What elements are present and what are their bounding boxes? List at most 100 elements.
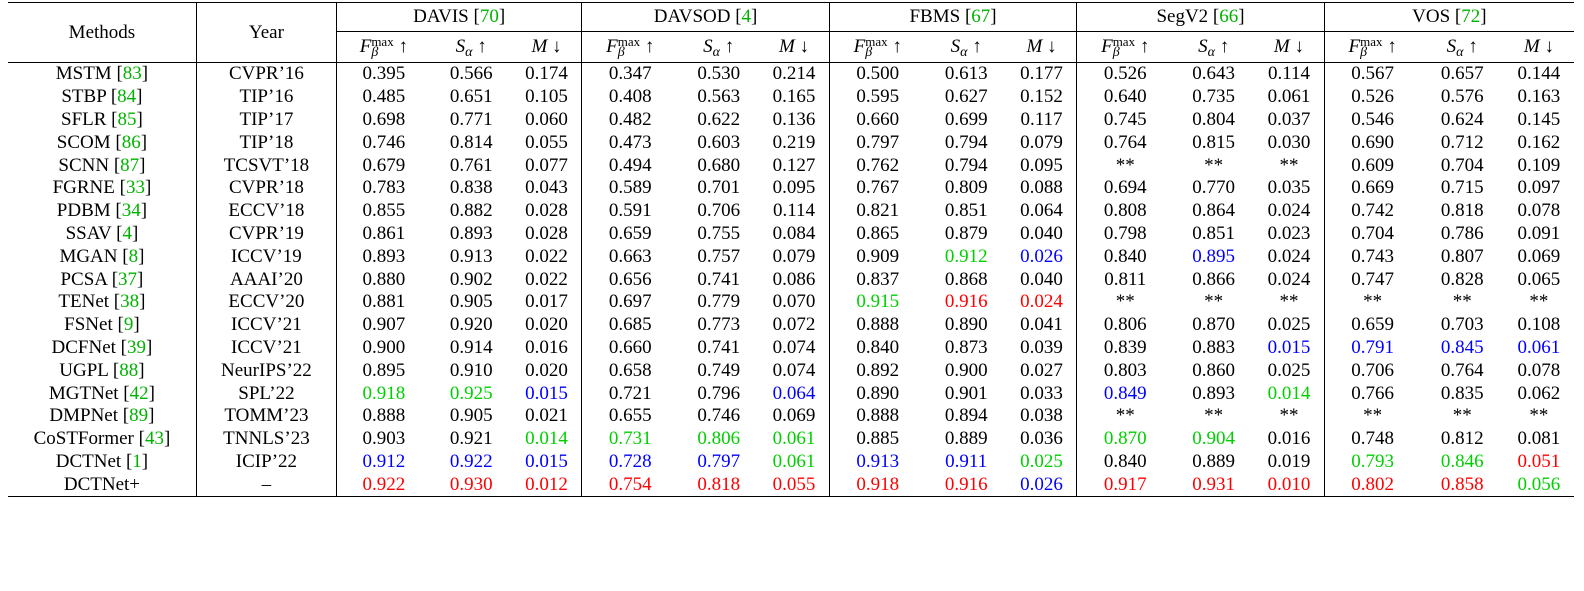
value-cell: 0.055 [759, 473, 830, 497]
value-cell: 0.041 [1006, 313, 1078, 337]
method-ref: 38 [120, 291, 140, 313]
value-cell: 0.023 [1254, 222, 1325, 246]
value-cell: 0.061 [759, 450, 830, 474]
value-cell: ** [1452, 405, 1472, 427]
year-cell: TIP’17 [196, 108, 338, 132]
dataset-name: FBMS [909, 6, 961, 27]
value-cell: 0.892 [856, 359, 900, 381]
value-cell: 0.563 [697, 86, 741, 108]
method-cell: MSTM [83] [8, 62, 197, 86]
value-cell: 0.640 [1103, 86, 1147, 108]
value-cell: 0.494 [608, 154, 652, 176]
value-cell: 0.546 [1351, 108, 1395, 130]
metric-subscript: β [865, 45, 873, 61]
value-cell: 0.043 [511, 176, 583, 200]
value-cell: 0.051 [1517, 450, 1561, 472]
value-cell: 0.015 [511, 450, 583, 474]
value-cell: 0.895 [1192, 245, 1236, 267]
method-name: SFLR [61, 108, 107, 130]
value-cell: 0.870 [1103, 428, 1147, 450]
value-cell: 0.914 [449, 336, 493, 358]
value-cell: 0.657 [1440, 63, 1484, 85]
value-cell: 0.794 [944, 131, 988, 153]
value-cell: 0.767 [856, 177, 900, 199]
metric-arrow: ↑ [967, 35, 982, 57]
method-ref: 8 [128, 245, 139, 267]
value-cell: ** [1254, 154, 1325, 177]
value-cell: ** [1115, 154, 1135, 176]
metric-arrow: ↑ [887, 35, 902, 57]
value-cell: 0.851 [1192, 222, 1236, 244]
value-cell: 0.163 [1517, 86, 1561, 108]
dataset-ref: 72 [1461, 6, 1481, 27]
value-cell: 0.660 [608, 336, 652, 358]
value-cell: 0.117 [1006, 108, 1078, 132]
metric-arrow: ↓ [794, 36, 810, 57]
value-cell: 0.764 [1103, 131, 1147, 153]
value-cell: 0.925 [449, 382, 493, 404]
table-row: DCTNet [1] ICIP’22 0.912 0.922 0.015 0.728 0.7… [8, 450, 1574, 474]
value-cell: 0.595 [856, 86, 900, 108]
value-cell: 0.840 [856, 336, 900, 358]
value-cell: 0.485 [362, 86, 406, 108]
table-row: SSAV [4] CVPR’19 0.861 0.893 0.028 0.659 0.755… [8, 222, 1574, 246]
value-cell: 0.794 [944, 154, 988, 176]
value-cell: 0.866 [1192, 268, 1236, 290]
method-name: TENet [58, 291, 110, 313]
year-cell: ICCV’21 [196, 336, 338, 360]
value-cell: 0.931 [1192, 473, 1236, 495]
value-cell: 0.837 [856, 268, 900, 290]
value-cell: 0.895 [362, 359, 406, 381]
value-cell: 0.014 [511, 427, 583, 451]
metric-main: M [1273, 36, 1290, 57]
value-cell: 0.793 [1351, 450, 1395, 472]
year-cell: SPL’22 [196, 382, 338, 405]
table-row: DMPNet [89] TOMM’23 0.888 0.905 0.021 0.655 0.… [8, 404, 1574, 428]
value-cell: 0.165 [759, 85, 830, 109]
table-row: STBP [84] TIP’16 0.485 0.651 0.105 0.408 0.563… [8, 85, 1574, 109]
table-row: SCOM [86] TIP’18 0.746 0.814 0.055 0.473 0.603… [8, 131, 1574, 155]
value-cell: 0.828 [1440, 268, 1484, 290]
value-cell: 0.078 [1517, 359, 1561, 381]
value-cell: 0.879 [944, 222, 988, 244]
value-cell: 0.797 [697, 450, 741, 472]
header-row-datasets: Methods Year DAVIS [70] DAVSOD [4] FBMS … [8, 2, 1574, 63]
year-cell: ICCV’19 [196, 245, 338, 269]
method-ref: 9 [123, 314, 134, 336]
results-table-container: Methods Year DAVIS [70] DAVSOD [4] FBMS … [8, 2, 1574, 497]
value-cell: 0.749 [697, 359, 741, 381]
table-row: MGTNet [42] SPL’22 0.918 0.925 0.015 0.721 0.7… [8, 382, 1574, 405]
dataset-name: DAVSOD [653, 6, 731, 27]
results-table: Methods Year DAVIS [70] DAVSOD [4] FBMS … [8, 2, 1574, 497]
value-cell: 0.136 [759, 108, 830, 132]
value-cell: 0.086 [759, 268, 830, 291]
method-ref: 37 [118, 268, 138, 290]
value-cell: 0.849 [1103, 382, 1147, 404]
table-row: UGPL [88] NeurIPS’22 0.895 0.910 0.020 0.658 0… [8, 359, 1574, 383]
value-cell: 0.012 [511, 473, 583, 497]
metric-main: F [1348, 35, 1361, 57]
value-cell: 0.214 [759, 62, 830, 86]
header-dataset-davsod: DAVSOD [4] [581, 2, 830, 32]
year-cell: ICCV’21 [196, 313, 338, 337]
value-cell: 0.773 [697, 314, 741, 336]
table-row: PDBM [34] ECCV’18 0.855 0.882 0.028 0.591 0.70… [8, 199, 1574, 223]
header-metric: M ↓ [1504, 32, 1574, 63]
value-cell: 0.796 [697, 382, 741, 404]
value-cell: 0.917 [1103, 473, 1147, 495]
metric-subscript: β [1112, 45, 1120, 61]
method-ref: 34 [121, 200, 141, 222]
metric-main: M [1523, 36, 1540, 57]
value-cell: 0.114 [759, 199, 830, 223]
table-row: DCTNet+ – 0.922 0.930 0.012 0.754 0.818 0.055 0.… [8, 473, 1574, 497]
header-year: Year [196, 2, 338, 63]
value-cell: 0.152 [1006, 85, 1078, 109]
value-cell: 0.060 [511, 108, 583, 132]
value-cell: 0.024 [1254, 245, 1325, 269]
value-cell: 0.706 [1351, 359, 1395, 381]
value-cell: 0.721 [608, 382, 652, 404]
value-cell: 0.669 [1351, 177, 1395, 199]
